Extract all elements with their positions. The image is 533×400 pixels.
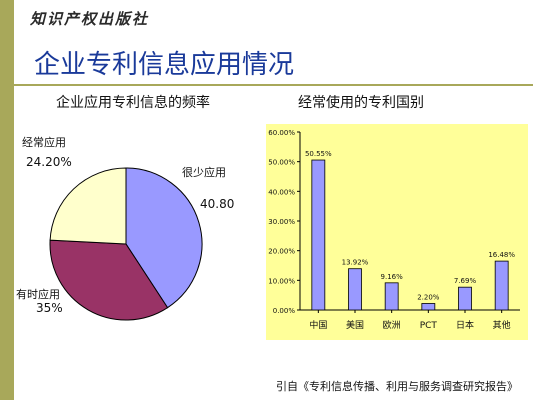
pie-chart-subtitle: 企业应用专利信息的频率 <box>56 95 210 111</box>
y-tick-label: 30.00% <box>268 218 295 226</box>
pie-slice-label: 很少应用 <box>182 165 226 179</box>
bar-value-label: 9.16% <box>381 273 404 281</box>
bar <box>458 286 472 311</box>
bar-value-label: 50.55% <box>305 150 332 158</box>
y-tick-label: 10.00% <box>268 277 295 285</box>
x-tick-label: 日本 <box>456 319 474 331</box>
y-tick-label: 0.00% <box>273 307 296 315</box>
y-tick-label: 20.00% <box>268 248 295 256</box>
bar-value-label: 7.69% <box>454 277 477 285</box>
bar <box>494 260 509 311</box>
y-tick-label: 60.00% <box>268 129 295 137</box>
y-tick-label: 40.00% <box>268 188 295 196</box>
source-citation: 引自《专利信息传播、利用与服务调查研究报告》 <box>276 380 518 393</box>
bar-value-label: 13.92% <box>342 259 369 267</box>
pie-slice-label: 经常应用 <box>22 135 66 149</box>
x-tick-label: 中国 <box>309 319 327 331</box>
publisher-logo: 知识产权出版社 <box>30 10 150 28</box>
pie-slice-value: 35% <box>36 301 63 315</box>
bar-value-label: 16.48% <box>488 251 515 259</box>
bar-chart-svg: 0.00% 10.00% 20.00% 30.00% 40.00% 50.00% 60.00… <box>266 124 528 340</box>
page-title: 企业专利信息应用情况 <box>34 50 295 80</box>
y-tick-label: 50.00% <box>268 159 295 167</box>
bar <box>384 282 399 311</box>
x-tick-label: PCT <box>420 321 438 331</box>
bar <box>311 159 326 311</box>
title-divider <box>14 84 533 86</box>
pie-slice-value: 24.20% <box>26 155 72 169</box>
bar-chart-subtitle: 经常使用的专利国别 <box>298 95 424 111</box>
pie-slice-label: 有时应用 <box>16 287 60 301</box>
x-tick-label: 其他 <box>493 319 511 331</box>
x-tick-label: 美国 <box>346 319 364 331</box>
bar <box>421 303 436 311</box>
bar-chart: 0.00% 10.00% 20.00% 30.00% 40.00% 50.00% 60.00… <box>266 124 528 340</box>
pie-slice <box>49 239 169 321</box>
pie-slice <box>49 167 127 245</box>
side-accent-bar <box>0 0 14 400</box>
bar-value-label: 2.20% <box>417 293 440 301</box>
pie-slice-value: 40.80% <box>200 197 234 211</box>
x-tick-label: 欧洲 <box>383 319 401 331</box>
bar <box>348 268 362 311</box>
